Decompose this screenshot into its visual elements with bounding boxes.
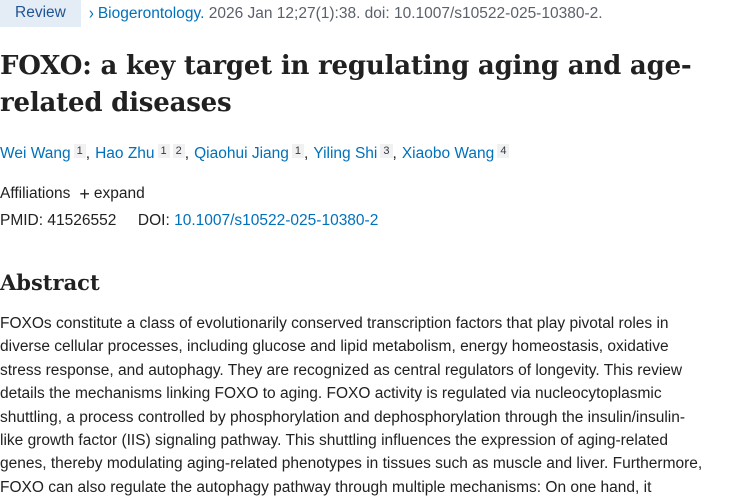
pmid-value: 41526552 (47, 212, 117, 229)
abstract-line: shuttling, a process controlled by phosp… (0, 408, 686, 426)
abstract-line: like growth factor (IIS) signaling pathw… (0, 432, 669, 450)
abstract-text: FOXOs constitute a class of evolutionari… (0, 312, 750, 499)
pmid-label: PMID: (0, 212, 44, 229)
expand-affiliations-button[interactable]: + expand (79, 185, 144, 203)
affiliation-number[interactable]: 1 (73, 144, 86, 158)
affiliation-number[interactable]: 1 (157, 144, 170, 158)
chevron-right-icon[interactable]: › (88, 3, 94, 24)
doi-link[interactable]: 10.1007/s10522-025-10380-2 (174, 212, 379, 229)
author-name-link[interactable]: Yiling Shi (313, 145, 378, 162)
affiliation-number[interactable]: 1 (291, 144, 305, 158)
authors-list: Wei Wang 1, Hao Zhu 1 2, Qiaohui Jiang 1, Yilin… (0, 144, 510, 163)
publication-line: Review › Biogerontology. 2026 Jan 12;27(… (0, 0, 603, 27)
affiliations-row: Affiliations + expand (0, 185, 145, 203)
abstract-heading: Abstract (0, 270, 100, 295)
author-name-link[interactable]: Xiaobo Wang (401, 145, 495, 162)
author-item: Hao Zhu 1 2 (95, 144, 185, 162)
author-name-link[interactable]: Wei Wang (0, 145, 71, 162)
author-item: Yiling Shi 3 (313, 144, 393, 162)
abstract-line: diverse cellular processes, including gl… (0, 338, 669, 356)
citation-text: 2026 Jan 12;27(1):38. doi: 10.1007/s1052… (208, 4, 603, 22)
abstract-line: FOXOs constitute a class of evolutionari… (0, 315, 669, 332)
author-separator: , (85, 145, 91, 162)
affiliations-label: Affiliations (0, 185, 71, 202)
abstract-line: stress response, and autophagy. They are… (0, 361, 683, 379)
affiliation-number[interactable]: 3 (380, 144, 393, 158)
author-name-link[interactable]: Hao Zhu (95, 145, 155, 162)
author-item: Xiaobo Wang 4 (401, 144, 510, 162)
abstract-line: details the mechanisms linking FOXO to a… (0, 385, 662, 403)
journal-link[interactable]: Biogerontology. (97, 4, 205, 22)
publication-type-badge: Review (0, 0, 81, 27)
doi-label: DOI: (137, 212, 170, 229)
author-separator: , (304, 145, 309, 162)
article-title: FOXO: a key target in regulating aging a… (0, 51, 692, 118)
author-item: Qiaohui Jiang 1 (194, 144, 305, 162)
abstract-line: genes, thereby modulating aging-related … (0, 455, 703, 473)
plus-icon: + (79, 184, 90, 204)
expand-label: expand (93, 185, 145, 202)
affiliation-number[interactable]: 2 (172, 144, 185, 158)
affiliation-number[interactable]: 4 (497, 144, 510, 158)
author-separator: , (392, 145, 397, 162)
author-name-link[interactable]: Qiaohui Jiang (194, 145, 289, 162)
author-item: Wei Wang 1 (0, 144, 86, 162)
author-separator: , (184, 145, 190, 162)
abstract-line: FOXO can also regulate the autophagy pat… (0, 478, 652, 496)
identifiers-row: PMID: 41526552 DOI: 10.1007/s10522-025-1… (0, 212, 378, 230)
